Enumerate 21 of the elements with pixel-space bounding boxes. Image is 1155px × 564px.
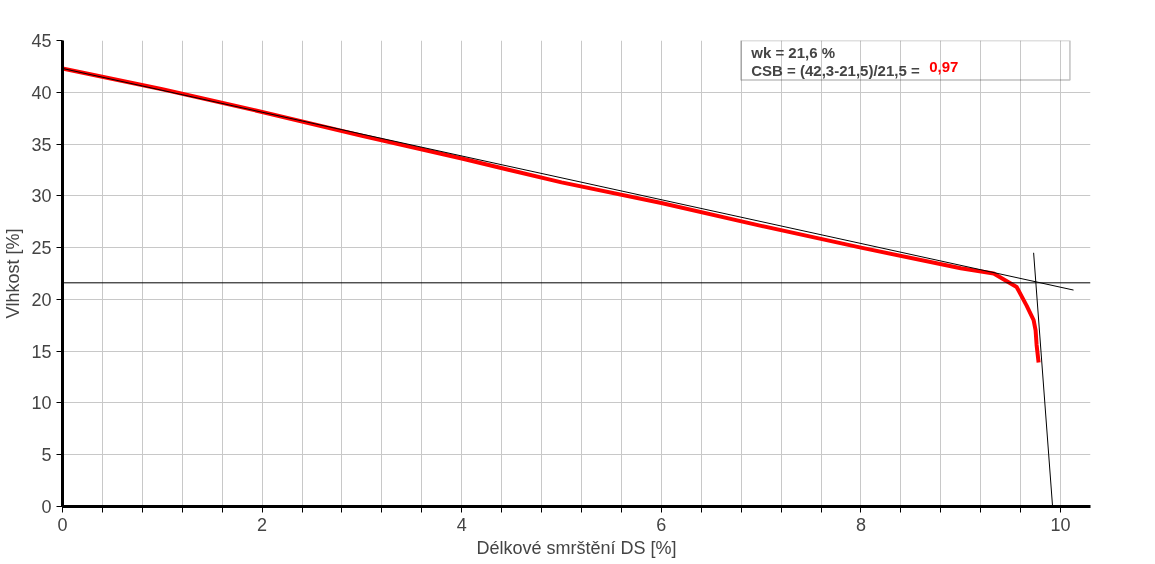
x-tick-label: 10 <box>1050 514 1071 535</box>
annotation: CSB = (42,3-21,5)/21,5 = <box>751 61 920 79</box>
y-tick-label: 30 <box>31 186 52 207</box>
annotation: wk = 21,6 % <box>750 43 836 61</box>
y-tick-label: 5 <box>41 445 52 466</box>
x-tick-label: 8 <box>855 514 866 535</box>
y-tick-label: 15 <box>31 341 52 362</box>
x-tick-label: 6 <box>656 514 667 535</box>
y-tick-label: 40 <box>31 82 52 103</box>
y-tick-label: 20 <box>31 289 52 310</box>
y-tick-label: 45 <box>31 31 52 51</box>
x-tick-label: 0 <box>57 514 68 535</box>
y-tick-label: 25 <box>31 238 52 259</box>
annotation: 0,97 <box>929 57 959 75</box>
x-tick-label: 4 <box>456 514 467 535</box>
y-tick-label: 0 <box>41 497 52 517</box>
x-axis-title: Délkové smrštění DS [%] <box>476 537 677 558</box>
y-tick-label: 35 <box>31 134 52 155</box>
x-tick-label: 2 <box>257 514 268 535</box>
y-axis-title: Vlhkost [%] <box>3 228 24 319</box>
y-tick-label: 10 <box>31 393 52 414</box>
